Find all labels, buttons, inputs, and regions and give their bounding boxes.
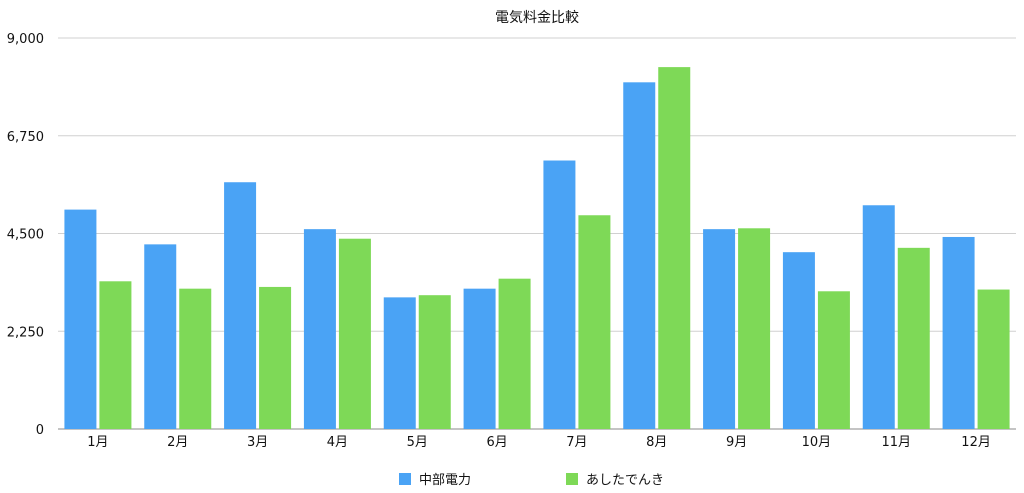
x-tick-label: 8月 — [646, 435, 667, 450]
legend: 中部電力 あしたでんき — [399, 473, 664, 488]
x-tick-label: 9月 — [726, 435, 747, 450]
bar-series2 — [338, 238, 371, 429]
x-tick-label: 3月 — [247, 435, 268, 450]
gridlines — [58, 37, 1016, 430]
x-tick-label: 7月 — [566, 435, 587, 450]
y-tick-label: 0 — [36, 423, 44, 438]
x-tick-label: 2月 — [167, 435, 188, 450]
bars — [64, 67, 1010, 430]
x-tick-label: 1月 — [87, 435, 108, 450]
bar-series1 — [782, 252, 815, 429]
y-axis-ticks: 0 2,250 4,500 6,750 9,000 — [7, 32, 44, 438]
x-tick-label: 10月 — [802, 435, 832, 450]
bar-series2 — [738, 228, 771, 429]
legend-swatch — [566, 473, 578, 485]
bar-series2 — [498, 278, 531, 429]
bar-series2 — [578, 215, 611, 429]
bar-series1 — [224, 182, 257, 429]
x-axis-ticks: 1月 2月 3月 4月 5月 6月 7月 8月 9月 10月 11月 12月 — [87, 435, 991, 450]
bar-series1 — [383, 297, 416, 429]
y-tick-label: 6,750 — [7, 130, 44, 145]
y-tick-label: 4,500 — [7, 228, 44, 243]
x-tick-label: 6月 — [486, 435, 507, 450]
bar-series1 — [703, 229, 736, 429]
bar-series2 — [658, 67, 691, 429]
legend-label: あしたでんき — [586, 473, 664, 488]
bar-series2 — [897, 247, 930, 429]
legend-swatch — [399, 473, 411, 485]
x-tick-label: 12月 — [961, 435, 991, 450]
bar-series1 — [64, 209, 97, 429]
bar-series2 — [418, 295, 451, 429]
chart-title: 電気料金比較 — [495, 10, 579, 26]
x-tick-label: 4月 — [327, 435, 348, 450]
bar-series2 — [179, 288, 212, 429]
bar-series2 — [977, 289, 1010, 429]
bar-series1 — [862, 205, 895, 429]
y-tick-label: 9,000 — [7, 32, 44, 47]
bar-series2 — [99, 281, 132, 429]
bar-series1 — [303, 229, 336, 429]
y-tick-label: 2,250 — [7, 325, 44, 340]
bar-series2 — [259, 286, 292, 429]
bar-series1 — [543, 160, 576, 429]
bar-series1 — [463, 288, 496, 429]
bar-series2 — [817, 291, 850, 429]
x-tick-label: 11月 — [881, 435, 911, 450]
bar-series1 — [623, 82, 656, 430]
bar-series1 — [144, 244, 177, 429]
bar-series1 — [942, 236, 975, 429]
x-tick-label: 5月 — [407, 435, 428, 450]
legend-label: 中部電力 — [419, 473, 471, 488]
